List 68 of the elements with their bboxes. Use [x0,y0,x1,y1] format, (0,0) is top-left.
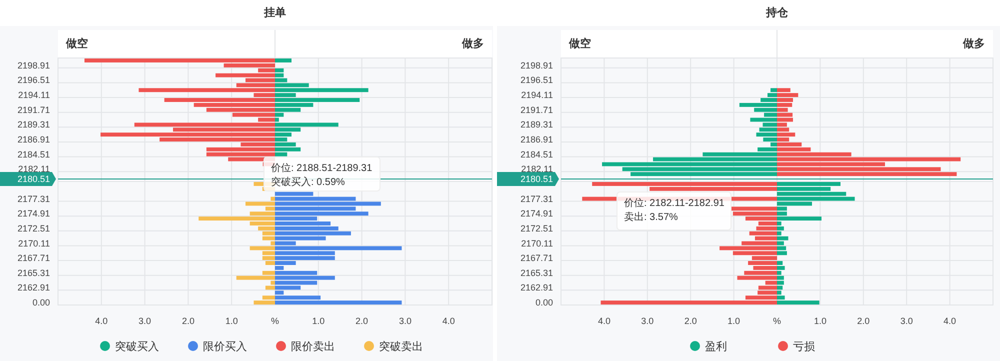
y-tick-label: 2162.91 [520,282,553,293]
y-tick-label: 2184.51 [17,149,50,160]
y-tick-label: 0.00 [535,298,553,308]
x-tick-label: 2.0 [857,316,870,326]
y-tick-label: 2196.51 [520,75,553,86]
x-tick-label: 4.0 [598,316,610,326]
x-tick-label: 4.0 [944,316,956,326]
legend-label: 突破卖出 [379,340,423,353]
y-tick-label: 2194.11 [521,90,553,100]
y-tick-label: 2180.51 [520,174,553,184]
x-tick-label: 3.0 [138,316,152,326]
x-tick-label: % [772,316,782,326]
y-tick-label: 2172.51 [520,223,553,234]
y-tick-label: 2189.31 [17,120,50,130]
y-tick-label: 2184.51 [520,149,553,160]
y-tick-label: 2191.71 [17,104,50,115]
x-tick-label: 3.0 [641,316,654,326]
y-tick-label: 2186.91 [520,134,553,145]
annotation: 价位: 2182.11-2182.91 [623,197,725,209]
text: 做多 [962,37,985,50]
y-tick-label: 2174.91 [17,208,50,219]
y-tick-label: 2191.71 [520,104,553,115]
y-tick-label: 2177.31 [17,194,50,204]
x-tick-label: 1.0 [728,316,740,326]
legend-label: 限价卖出 [291,340,335,353]
x-tick-label: 4.0 [95,316,108,326]
chart-title: 持仓 [765,6,789,19]
x-tick-label: 1.0 [814,316,826,326]
x-tick-label: 2.0 [182,316,194,326]
x-tick-label: 1.0 [312,316,325,326]
x-tick-label: 3.0 [398,316,412,326]
y-tick-label: 2180.51 [17,174,50,184]
y-tick-label: 2165.31 [17,268,50,278]
y-tick-label: 2189.31 [520,120,553,130]
annotation: 价位: 2188.51-2189.31 [270,162,373,174]
chart-title: 挂单 [263,6,286,19]
x-tick-label: % [270,316,280,326]
text: 做空 [568,37,591,50]
annotation: 突破买入: 0.59% [271,176,346,188]
y-tick-label: 2177.31 [520,194,553,204]
y-tick-label: 2170.11 [18,238,50,248]
y-tick-label: 2167.71 [17,253,50,264]
legend-label: 限价买入 [203,340,247,353]
y-tick-label: 2196.51 [17,75,50,86]
y-tick-label: 2162.91 [17,282,50,293]
y-tick-label: 2167.71 [520,253,553,264]
y-tick-label: 2172.51 [17,223,50,234]
y-tick-label: 2182.11 [18,164,50,174]
text: 做空 [65,37,88,50]
x-tick-label: 2.0 [356,316,368,326]
y-tick-label: 0.00 [32,298,50,308]
y-tick-label: 2186.91 [17,134,50,145]
x-tick-label: 2.0 [684,316,697,326]
y-tick-label: 2198.91 [17,60,50,70]
y-tick-label: 2174.91 [520,208,553,219]
text: 做多 [461,37,484,50]
y-tick-label: 2194.11 [18,90,50,100]
annotation: 卖出: 3.57% [624,211,678,223]
y-tick-label: 2182.11 [521,164,553,174]
y-tick-label: 2165.31 [520,268,553,278]
x-tick-label: 1.0 [225,316,238,326]
x-tick-label: 4.0 [442,316,455,326]
x-tick-label: 3.0 [900,316,913,326]
legend-label: 突破买入 [115,340,159,353]
legend-label: 盈利 [705,340,727,353]
y-tick-label: 2198.91 [520,60,553,70]
legend-label: 亏损 [793,341,815,353]
y-tick-label: 2170.11 [521,238,553,248]
